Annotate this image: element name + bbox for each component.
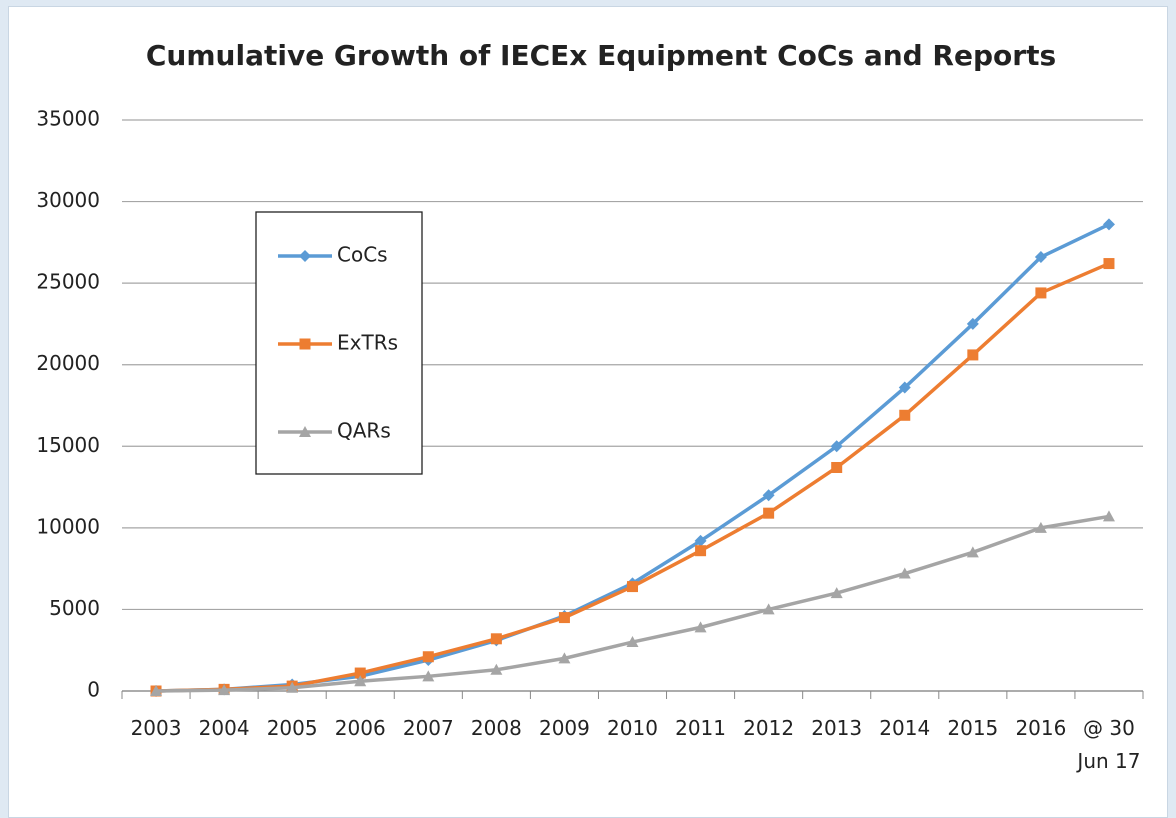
marker xyxy=(354,675,367,687)
x-tick-label: 2016 xyxy=(1015,716,1067,740)
y-tick-label: 10000 xyxy=(36,514,100,538)
legend-label: CoCs xyxy=(337,243,388,267)
y-tick-label: 5000 xyxy=(49,596,100,620)
x-tick-label: 2008 xyxy=(470,716,522,740)
marker xyxy=(1034,521,1047,533)
marker xyxy=(830,587,843,599)
marker xyxy=(299,426,311,437)
x-tick-label: 2013 xyxy=(811,716,863,740)
marker xyxy=(490,633,502,645)
x-tick-label: @ 30 Jun 17 xyxy=(1077,716,1141,773)
marker xyxy=(762,489,775,502)
marker xyxy=(830,440,843,453)
legend-label: QARs xyxy=(337,419,391,443)
y-tick-label: 30000 xyxy=(36,188,100,212)
marker xyxy=(422,651,434,663)
x-tick-label: 2005 xyxy=(266,716,318,740)
marker xyxy=(898,567,911,579)
chart-title: Cumulative Growth of IECEx Equipment CoC… xyxy=(146,39,1056,72)
x-tick-label: 2012 xyxy=(743,716,795,740)
x-tick-label: 2011 xyxy=(675,716,727,740)
x-tick-label: 2015 xyxy=(947,716,999,740)
marker xyxy=(490,663,503,675)
marker xyxy=(831,461,843,473)
marker xyxy=(218,684,231,696)
legend-label: ExTRs xyxy=(337,331,398,355)
marker xyxy=(1035,287,1047,299)
y-tick-label: 20000 xyxy=(36,351,100,375)
y-tick-label: 35000 xyxy=(36,107,100,131)
x-tick-label: 2014 xyxy=(879,716,931,740)
y-tick-label: 0 xyxy=(87,678,100,702)
marker xyxy=(558,612,570,624)
marker xyxy=(150,685,163,696)
x-tick-label: 2009 xyxy=(538,716,590,740)
x-tick-label: 2007 xyxy=(402,716,454,740)
marker xyxy=(966,546,979,558)
marker xyxy=(966,317,979,330)
marker xyxy=(626,636,639,648)
marker xyxy=(762,603,775,615)
marker xyxy=(967,349,979,361)
x-tick-label: 2010 xyxy=(607,716,658,740)
x-tick-label: 2006 xyxy=(334,716,386,740)
y-tick-label: 25000 xyxy=(36,270,100,294)
marker xyxy=(695,545,707,557)
marker xyxy=(899,409,911,421)
marker xyxy=(558,652,571,664)
series-line xyxy=(156,514,1110,693)
marker xyxy=(422,670,435,682)
marker xyxy=(354,667,366,679)
marker xyxy=(1102,510,1115,522)
marker xyxy=(763,507,775,519)
marker xyxy=(286,681,299,693)
marker xyxy=(1102,218,1115,231)
marker xyxy=(1034,251,1047,264)
x-tick-label: 2003 xyxy=(130,716,182,740)
marker xyxy=(627,581,638,593)
marker xyxy=(299,250,311,262)
marker xyxy=(694,621,707,633)
y-tick-label: 15000 xyxy=(36,433,100,457)
marker xyxy=(1103,258,1115,270)
chart-frame xyxy=(8,6,1168,818)
marker xyxy=(299,338,311,350)
marker xyxy=(694,534,707,547)
marker xyxy=(898,381,911,394)
x-tick-label: 2004 xyxy=(198,716,250,740)
